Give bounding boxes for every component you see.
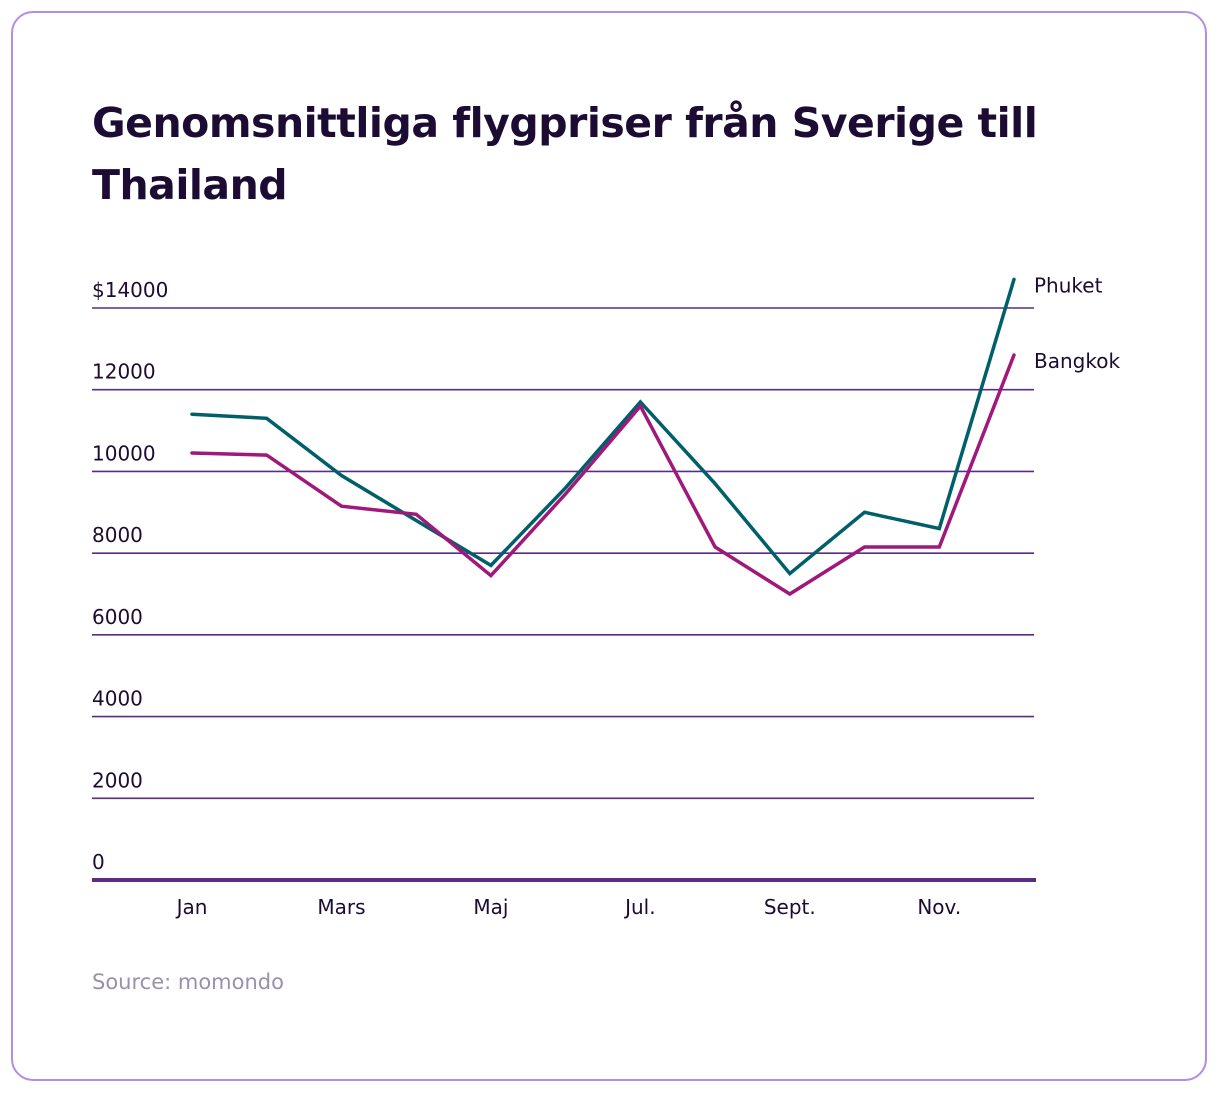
x-axis-ticks: Jan Mars Maj Jul. Sept. Nov. [175,895,962,919]
grid-lines [92,307,1036,882]
series-line-phuket [190,277,1016,577]
series-label-bangkok: Bangkok [1034,349,1120,373]
y-tick-label: 6000 [92,605,143,629]
series-label-phuket: Phuket [1034,273,1103,297]
y-tick-label: 2000 [92,768,143,792]
x-tick-label: Sept. [764,895,816,919]
x-tick-label: Nov. [917,895,961,919]
y-axis-ticks: 0 2000 4000 6000 8000 10000 12000 $14000 [92,278,168,874]
y-tick-label: 10000 [92,441,156,465]
series-lines [190,277,1016,597]
source-note: Source: momondo [92,970,284,994]
chart-card [11,11,1207,1081]
y-tick-label: $14000 [92,278,168,302]
y-tick-label: 8000 [92,523,143,547]
series-line-bangkok [190,353,1016,597]
y-tick-label: 0 [92,850,105,874]
x-tick-label: Mars [317,895,365,919]
x-tick-label: Jul. [623,895,656,919]
y-tick-label: 4000 [92,687,143,711]
y-tick-label: 12000 [92,360,156,384]
x-tick-label: Jan [175,895,208,919]
series-labels: Phuket Bangkok [1034,273,1120,373]
chart-title: Genomsnittliga flygpriser från Sverige t… [92,99,1038,209]
x-tick-label: Maj [473,895,508,919]
